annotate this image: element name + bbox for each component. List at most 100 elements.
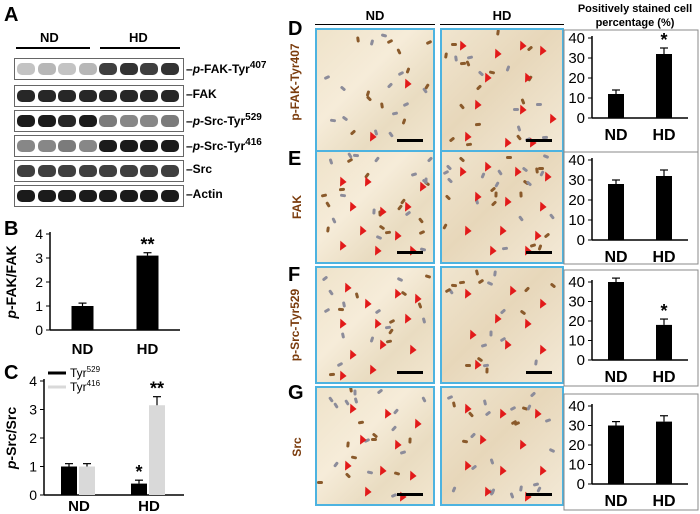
red-arrowhead xyxy=(510,165,522,177)
significance-marker: * xyxy=(135,462,142,482)
blot-band xyxy=(58,190,76,202)
blot-band xyxy=(37,115,56,127)
cell-nucleus xyxy=(509,405,517,412)
red-arrowhead xyxy=(360,175,372,187)
histo-header-nd: ND xyxy=(365,8,385,23)
cell-nucleus xyxy=(396,276,404,283)
blot-band xyxy=(140,63,158,75)
histo-line-hd xyxy=(440,24,564,25)
panel-label-f: F xyxy=(288,264,301,286)
blot-band-row xyxy=(16,165,180,177)
red-arrowhead xyxy=(340,459,352,471)
red-arrowhead xyxy=(390,438,402,450)
cell-nucleus xyxy=(329,118,337,123)
cell-nucleus xyxy=(369,336,375,343)
chart-b: 0 1 2 3 4 ND HD ** p-FAK/FAK xyxy=(3,226,180,358)
red-arrowhead xyxy=(335,317,347,329)
cell-nucleus xyxy=(474,122,482,127)
red-arrowhead xyxy=(520,317,532,329)
cell-nucleus xyxy=(331,217,337,224)
y-tick-label: 40 xyxy=(568,30,585,47)
cell-nucleus xyxy=(544,418,552,423)
cell-nucleus xyxy=(418,229,426,236)
y-tick-label: 0 xyxy=(577,352,585,369)
scale-bar xyxy=(397,251,423,254)
red-arrowhead xyxy=(515,39,527,51)
cell-nucleus xyxy=(349,388,353,393)
bar xyxy=(656,176,672,240)
blot-band xyxy=(58,165,76,177)
red-arrowhead xyxy=(460,224,472,236)
red-arrowhead xyxy=(505,284,517,297)
x-tick-label: ND xyxy=(604,493,627,510)
legend-label: Tyr529 xyxy=(70,365,101,380)
bar xyxy=(656,324,672,360)
red-arrowhead xyxy=(495,407,507,419)
cell-nucleus xyxy=(321,275,329,282)
cell-nucleus xyxy=(474,269,480,276)
y-axis-label-italic: p xyxy=(3,460,19,470)
cell-nucleus xyxy=(390,425,398,432)
cell-nucleus xyxy=(480,172,486,179)
stain-label-d: p-FAK-Tyr407 xyxy=(288,32,302,132)
red-arrowhead xyxy=(460,459,472,471)
cell-nucleus xyxy=(405,67,411,74)
cell-nucleus xyxy=(513,420,521,427)
cell-nucleus xyxy=(380,33,388,38)
red-arrowhead xyxy=(345,348,357,360)
blot-band xyxy=(17,190,35,202)
stain-label-e: FAK xyxy=(290,182,304,232)
bar xyxy=(79,466,95,495)
blot-label: –p-Src-Tyr416 xyxy=(186,137,262,153)
cell-nucleus xyxy=(489,458,495,465)
cell-nucleus xyxy=(356,36,360,43)
y-tick-label: 0 xyxy=(577,476,585,493)
cell-nucleus xyxy=(417,217,425,224)
cell-nucleus xyxy=(458,156,466,163)
cell-nucleus xyxy=(542,153,550,160)
cell-nucleus xyxy=(525,180,533,187)
x-tick-label: HD xyxy=(137,341,159,358)
x-tick-label: HD xyxy=(652,369,675,386)
blot-band xyxy=(99,90,117,102)
y-tick-label: 0 xyxy=(577,110,585,127)
blot-group-hd: HD xyxy=(129,30,148,45)
blot-band xyxy=(58,115,76,127)
red-arrowhead xyxy=(500,195,512,207)
legend-label-base: Tyr xyxy=(70,380,87,394)
stain-label-d-text: p-FAK-Tyr407 xyxy=(288,43,302,121)
x-tick-label: HD xyxy=(652,249,675,266)
cell-nucleus xyxy=(494,191,498,198)
cell-nucleus xyxy=(326,226,330,233)
chart-frame xyxy=(563,151,699,265)
scale-bar xyxy=(397,493,423,496)
cell-nucleus xyxy=(388,318,396,325)
blot-band-row xyxy=(16,190,180,202)
y-tick-label: 0 xyxy=(35,322,43,338)
histology-image xyxy=(440,28,564,152)
cell-nucleus xyxy=(519,309,527,316)
blot-band xyxy=(119,140,138,152)
panel-label-g: G xyxy=(288,382,304,404)
red-arrowhead xyxy=(370,244,382,256)
blot-band xyxy=(119,165,138,177)
cell-nucleus xyxy=(446,177,454,184)
red-arrowhead xyxy=(535,297,547,309)
cell-nucleus xyxy=(505,155,513,160)
y-tick-label: 3 xyxy=(35,250,43,266)
y-axis-label: p-Src/Src xyxy=(3,407,19,470)
red-arrowhead xyxy=(480,160,492,172)
red-arrowhead xyxy=(390,229,402,241)
cell-nucleus xyxy=(482,399,488,406)
cell-nucleus xyxy=(451,401,457,408)
red-arrowhead xyxy=(515,103,527,116)
x-tick-label: ND xyxy=(604,249,627,266)
blot-band xyxy=(160,190,179,202)
scale-bar xyxy=(526,493,552,496)
y-tick-label: 3 xyxy=(29,402,37,418)
y-tick-label: 30 xyxy=(568,294,585,311)
blot-band xyxy=(78,90,97,102)
cell-nucleus xyxy=(317,480,324,485)
chart-frame xyxy=(563,393,699,511)
y-axis-label-rest: -FAK/FAK xyxy=(3,245,19,310)
